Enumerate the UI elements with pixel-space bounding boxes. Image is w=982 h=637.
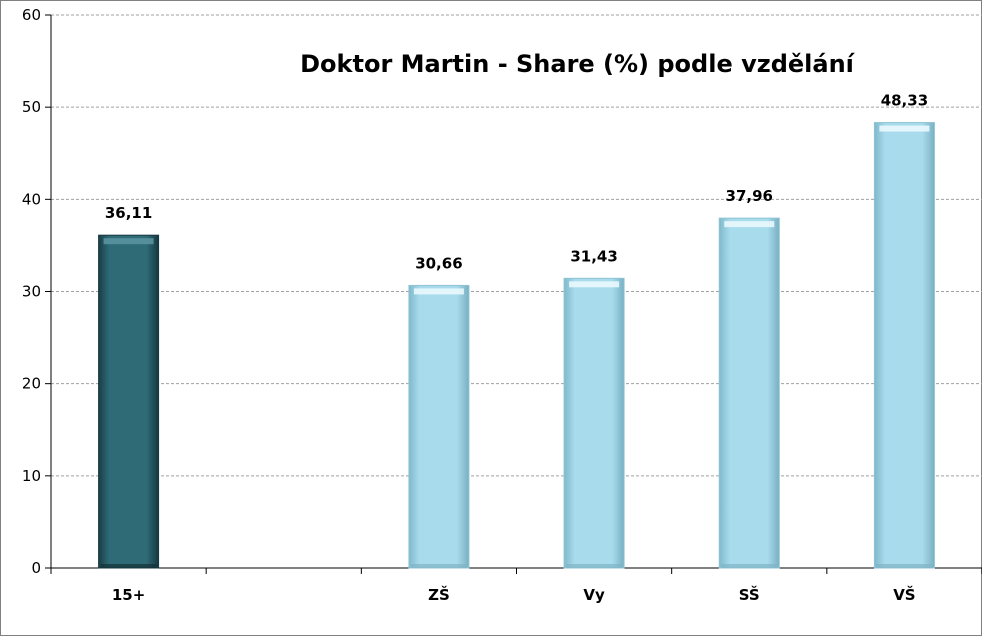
y-tick-label: 40 <box>22 190 41 208</box>
x-category-label: Vy <box>583 586 605 604</box>
y-tick-label: 0 <box>31 559 41 577</box>
bar <box>408 284 470 569</box>
bar-cap-highlight <box>103 238 154 245</box>
bar <box>873 122 935 569</box>
bar-body <box>98 234 160 569</box>
bar-value-label: 37,96 <box>726 187 773 205</box>
bar-base-shade <box>410 564 467 568</box>
x-category-label: SŠ <box>739 585 760 604</box>
y-tick-label: 50 <box>22 98 41 116</box>
bar-cap-highlight <box>879 125 930 132</box>
bar-base-shade <box>721 564 778 568</box>
bar-body <box>408 284 470 569</box>
bar-value-label: 48,33 <box>881 92 928 110</box>
bar-value-label: 36,11 <box>105 204 152 222</box>
bar-base-shade <box>876 564 933 568</box>
bar-cap-highlight <box>569 281 620 288</box>
bar-value-label: 30,66 <box>415 254 462 272</box>
bar <box>98 234 160 569</box>
bar <box>563 277 625 569</box>
y-tick-label: 30 <box>22 283 41 301</box>
x-category-label: ZŠ <box>428 585 450 604</box>
x-category-label: 15+ <box>112 586 145 604</box>
chart-title: Doktor Martin - Share (%) podle vzdělání <box>300 50 856 78</box>
y-tick-label: 20 <box>22 375 41 393</box>
bar-cap-highlight <box>413 288 464 295</box>
y-tick-label: 10 <box>22 467 41 485</box>
bar-cap-highlight <box>724 221 775 228</box>
y-tick-label: 60 <box>22 6 41 24</box>
bar-base-shade <box>566 564 623 568</box>
bar-body <box>718 217 780 569</box>
bar-body <box>873 122 935 569</box>
bar-body <box>563 277 625 569</box>
bar-base-shade <box>100 564 157 568</box>
bar <box>718 217 780 569</box>
bar-value-label: 31,43 <box>570 247 617 265</box>
x-category-label: VŠ <box>893 585 915 604</box>
